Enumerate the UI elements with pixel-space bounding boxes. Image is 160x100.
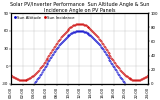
Legend: Sun Altitude, Sun Incidence: Sun Altitude, Sun Incidence <box>13 15 75 20</box>
Title: Solar PV/Inverter Performance  Sun Altitude Angle & Sun Incidence Angle on PV Pa: Solar PV/Inverter Performance Sun Altitu… <box>10 2 149 13</box>
